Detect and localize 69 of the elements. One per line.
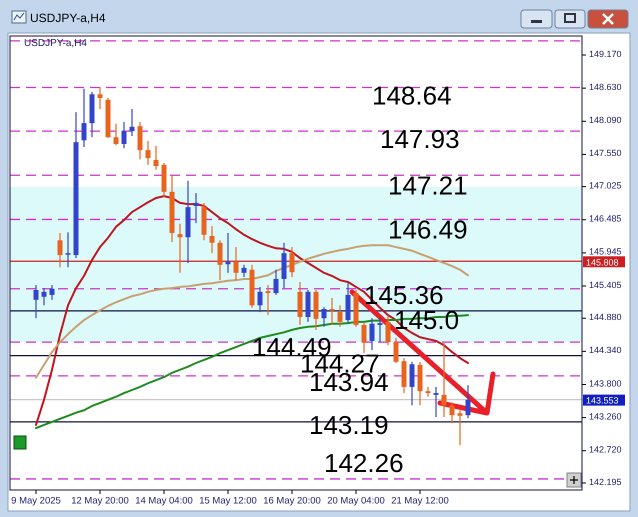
candlestick <box>322 306 326 328</box>
candlestick <box>386 315 390 346</box>
candlestick <box>98 86 102 110</box>
candlestick <box>338 304 342 328</box>
candlestick <box>234 246 238 281</box>
ref-line-label: 147.93 <box>380 124 460 154</box>
candlestick <box>378 318 382 343</box>
candlestick <box>42 288 46 306</box>
candlestick <box>130 108 134 137</box>
ref-line-label: 148.64 <box>372 80 452 111</box>
candlestick <box>330 297 334 326</box>
y-tick-label: 147.550 <box>589 148 622 158</box>
ref-line-label: 145.808 <box>586 257 619 268</box>
candlestick <box>442 342 446 418</box>
candlestick <box>82 88 86 148</box>
candlestick <box>434 386 438 418</box>
candlestick <box>66 232 70 268</box>
candlestick <box>370 318 374 351</box>
y-tick-label: 147.025 <box>589 180 622 190</box>
candlestick <box>242 264 246 278</box>
ref-line-label: 147.21 <box>388 170 468 200</box>
y-tick-label: 148.630 <box>589 82 622 92</box>
candlestick <box>210 226 214 254</box>
x-tick-label: 14 May 04:00 <box>135 496 193 507</box>
ref-line-label: 145.36 <box>364 280 444 310</box>
candlestick <box>50 284 54 300</box>
candlestick <box>122 121 126 149</box>
y-tick-label: 145.405 <box>589 280 622 290</box>
candlestick <box>154 145 158 170</box>
ref-line-label: 146.49 <box>388 214 468 244</box>
y-tick-label: 144.340 <box>589 345 622 356</box>
candlestick <box>410 361 414 406</box>
y-tick-label: 148.090 <box>589 115 622 126</box>
x-tick-label: 15 May 12:00 <box>199 496 257 507</box>
candlestick <box>466 384 470 419</box>
candlestick <box>138 121 142 160</box>
candlestick <box>258 286 262 313</box>
x-tick-label: 9 May 2025 <box>11 496 61 507</box>
y-tick-label: 145.945 <box>589 246 622 257</box>
ref-line-label: 143.553 <box>586 396 619 406</box>
ref-line-label: 142.26 <box>324 448 404 478</box>
x-tick-label: 12 May 20:00 <box>71 496 129 507</box>
candlestick <box>114 123 118 146</box>
x-tick-label: 21 May 12:00 <box>391 496 449 507</box>
candlestick <box>178 223 182 274</box>
candlestick <box>58 232 62 268</box>
x-tick-label: 20 May 04:00 <box>327 496 385 507</box>
y-tick-label: 143.260 <box>589 411 622 422</box>
candlestick <box>194 192 198 224</box>
candlestick <box>426 386 430 398</box>
y-tick-label: 142.195 <box>589 476 622 487</box>
chart-title: USDJPY-a,H4 <box>30 11 106 25</box>
candlestick <box>290 246 294 278</box>
y-tick-label: 143.800 <box>589 378 622 388</box>
candlestick <box>362 322 366 354</box>
candlestick <box>450 402 454 424</box>
candlestick <box>394 337 398 364</box>
candlestick <box>218 240 222 281</box>
candlestick <box>274 269 278 296</box>
y-tick-label: 146.485 <box>589 214 622 224</box>
y-tick-label: 144.880 <box>589 312 622 322</box>
y-tick-label: 142.720 <box>589 444 622 455</box>
chart-subtitle: USDJPY-a,H4 <box>24 38 88 49</box>
candlestick <box>146 140 150 166</box>
x-tick-label: 16 May 20:00 <box>263 496 321 507</box>
candlestick <box>266 284 270 316</box>
candlestick <box>458 410 462 446</box>
candlestick <box>34 284 38 319</box>
y-tick-label: 149.170 <box>589 48 622 59</box>
